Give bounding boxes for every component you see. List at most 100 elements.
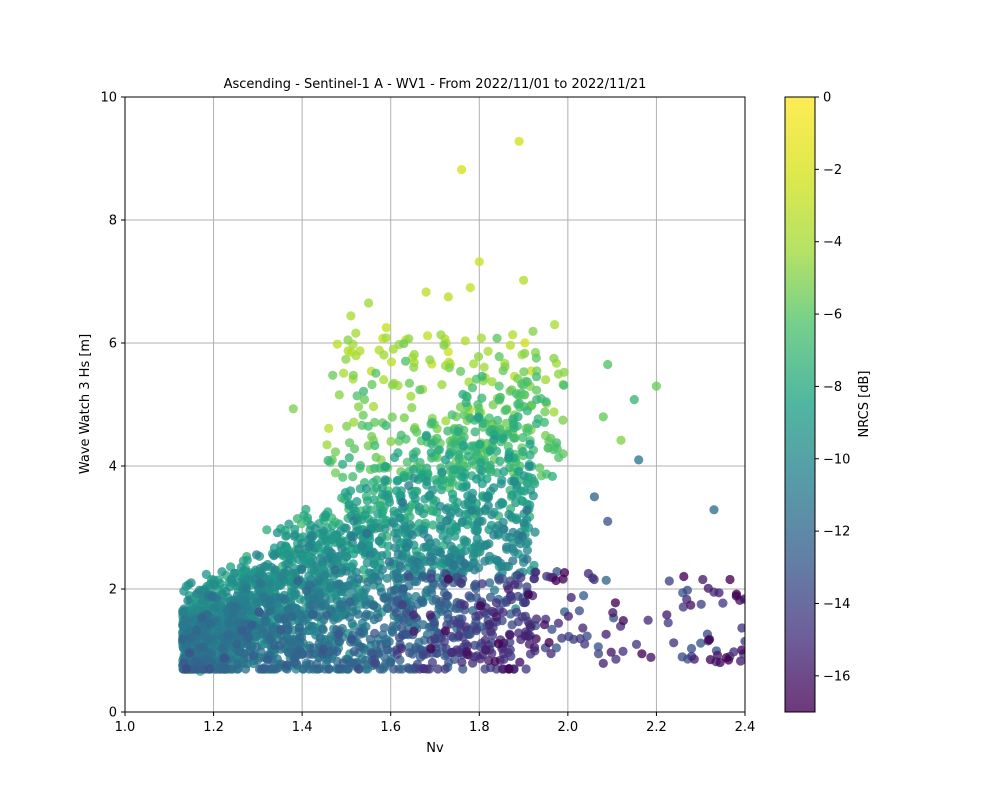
- data-point: [426, 573, 436, 584]
- data-point: [386, 436, 396, 447]
- data-point: [502, 542, 512, 552]
- data-point: [399, 339, 409, 349]
- data-point: [513, 412, 523, 422]
- data-point: [397, 600, 407, 610]
- data-point: [332, 646, 342, 657]
- data-point: [314, 576, 324, 586]
- data-point: [361, 483, 371, 494]
- data-point: [178, 607, 188, 617]
- data-point: [460, 500, 470, 510]
- data-point: [646, 652, 656, 663]
- colorbar-tick-label: −2: [823, 163, 842, 178]
- data-point: [341, 354, 351, 364]
- data-point: [369, 601, 379, 611]
- data-point: [354, 402, 364, 412]
- data-point: [410, 494, 420, 504]
- data-point: [379, 623, 389, 633]
- data-point: [504, 664, 514, 674]
- data-point: [524, 462, 534, 472]
- data-point: [563, 611, 574, 621]
- data-point: [610, 598, 621, 608]
- data-point: [333, 551, 344, 561]
- data-point: [450, 439, 460, 449]
- data-point: [345, 438, 355, 448]
- data-point: [344, 612, 355, 622]
- data-point: [474, 610, 484, 621]
- data-point: [206, 657, 216, 667]
- data-point: [195, 643, 205, 653]
- data-point: [483, 346, 493, 356]
- data-point: [389, 518, 399, 528]
- data-point: [346, 657, 356, 667]
- data-points: [178, 136, 745, 677]
- data-point: [503, 584, 514, 594]
- data-point: [477, 393, 487, 403]
- data-point: [317, 624, 327, 634]
- data-point: [330, 447, 341, 457]
- data-point: [453, 446, 463, 457]
- data-point: [696, 599, 706, 609]
- y-axis-ticks: 0 2 4 6 8 10: [100, 91, 125, 721]
- data-point: [492, 468, 502, 478]
- data-point: [304, 621, 314, 631]
- data-point: [705, 655, 716, 665]
- data-point: [368, 401, 379, 412]
- data-point: [399, 615, 409, 625]
- data-point: [468, 658, 478, 668]
- data-point: [320, 512, 330, 522]
- data-point: [318, 644, 328, 655]
- data-point: [294, 645, 304, 655]
- data-point: [445, 527, 455, 537]
- data-point: [409, 362, 419, 372]
- data-point: [575, 634, 585, 644]
- data-point: [178, 615, 188, 626]
- data-point: [345, 597, 355, 607]
- data-point: [282, 660, 292, 670]
- data-point: [618, 616, 628, 626]
- data-point: [409, 626, 419, 636]
- colorbar-tick-label: −12: [823, 525, 850, 540]
- data-point: [547, 471, 558, 481]
- data-point: [525, 439, 535, 449]
- data-point: [531, 567, 541, 577]
- data-point: [579, 591, 589, 601]
- data-point: [559, 380, 569, 390]
- data-point: [404, 572, 414, 582]
- data-point: [464, 451, 474, 461]
- data-point: [432, 478, 442, 488]
- y-tick-label: 0: [109, 706, 117, 721]
- data-point: [329, 615, 339, 625]
- data-point: [256, 578, 266, 589]
- data-point: [409, 453, 419, 463]
- data-point: [485, 592, 496, 602]
- data-point: [286, 638, 296, 648]
- data-point: [330, 565, 340, 575]
- data-point: [473, 352, 484, 362]
- data-point: [446, 631, 456, 641]
- data-point: [489, 435, 499, 445]
- data-point: [554, 452, 564, 463]
- data-point: [553, 618, 564, 628]
- data-point: [531, 353, 541, 363]
- colorbar-frame: [784, 96, 816, 713]
- colorbar-tick-label: −14: [823, 597, 850, 612]
- data-point: [324, 423, 334, 433]
- data-point: [427, 552, 437, 562]
- data-point: [326, 583, 336, 593]
- data-point: [404, 664, 414, 674]
- data-point: [274, 581, 284, 591]
- data-point: [185, 633, 195, 644]
- data-point: [506, 591, 516, 602]
- data-point: [528, 326, 538, 336]
- data-point: [401, 356, 411, 366]
- data-point: [519, 275, 529, 285]
- data-point: [377, 551, 387, 561]
- data-point: [521, 664, 531, 674]
- data-point: [461, 482, 471, 492]
- data-point: [376, 639, 386, 650]
- data-point: [344, 453, 354, 463]
- data-point: [349, 417, 359, 427]
- data-point: [418, 620, 428, 630]
- data-point: [373, 509, 383, 519]
- data-point: [461, 397, 471, 408]
